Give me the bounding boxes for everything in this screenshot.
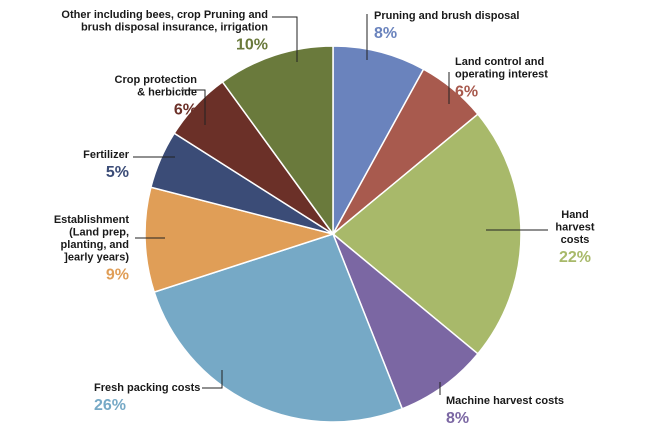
pie-slices [144,45,522,423]
slice-label-3-line-1: Hand [561,209,589,221]
leader-lines [133,14,548,395]
leader-line-5 [202,370,223,389]
slice-label-9-line-2: brush disposal insurance, irrigation [81,22,268,34]
slice-label-4-line-1: Machine harvest costs [446,395,564,407]
slice-label-2-line-1: Land control and [455,56,544,68]
slice-label-6-line-4: ]early years) [64,252,129,264]
slice-label-3-line-3: costs [561,234,590,246]
slice-label-6-line-1: Establishment [54,214,130,226]
slice-percent-3: 22% [559,249,591,266]
pie-slice-5 [153,233,404,423]
slice-percent-4: 8% [446,410,469,427]
slice-label-1-line-1: Pruning and brush disposal [374,10,519,22]
slice-label-6-line-2: (Land prep, [69,227,129,239]
pie-slice-4 [332,233,479,410]
pie-slice-3 [331,113,522,355]
slice-label-8-line-2: & herbicide [137,87,197,99]
slice-percent-8: 6% [174,102,197,119]
slice-label-8-line-1: Crop protection [115,74,198,86]
slice-percent-2: 6% [455,84,478,101]
slice-percent-5: 26% [94,397,126,414]
slice-label-5-line-1: Fresh packing costs [94,382,200,394]
pie-slice-1 [332,45,425,235]
leader-line-9 [272,16,298,62]
slice-percent-9: 10% [236,37,268,54]
slice-labels: Pruning and brush disposal 8% Land control… [54,9,595,427]
slice-label-9-line-1: Other including bees, crop Pruning and [61,9,268,21]
slice-percent-1: 8% [374,25,397,42]
slice-label-6-line-3: planting, and [61,239,129,251]
slice-label-3-line-2: harvest [555,222,594,234]
slice-label-7-line-1: Fertilizer [83,149,130,161]
pie-slice-6 [144,186,336,294]
leader-line-8 [181,89,206,125]
slice-percent-7: 5% [106,164,129,181]
pie-slice-9 [221,45,334,237]
slice-label-2-line-2: operating interest [455,69,548,81]
slice-percent-6: 9% [106,267,129,284]
